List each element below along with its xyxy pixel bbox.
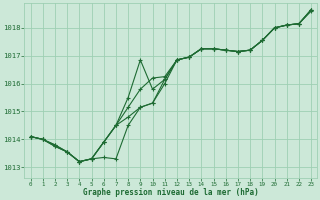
- X-axis label: Graphe pression niveau de la mer (hPa): Graphe pression niveau de la mer (hPa): [83, 188, 259, 197]
